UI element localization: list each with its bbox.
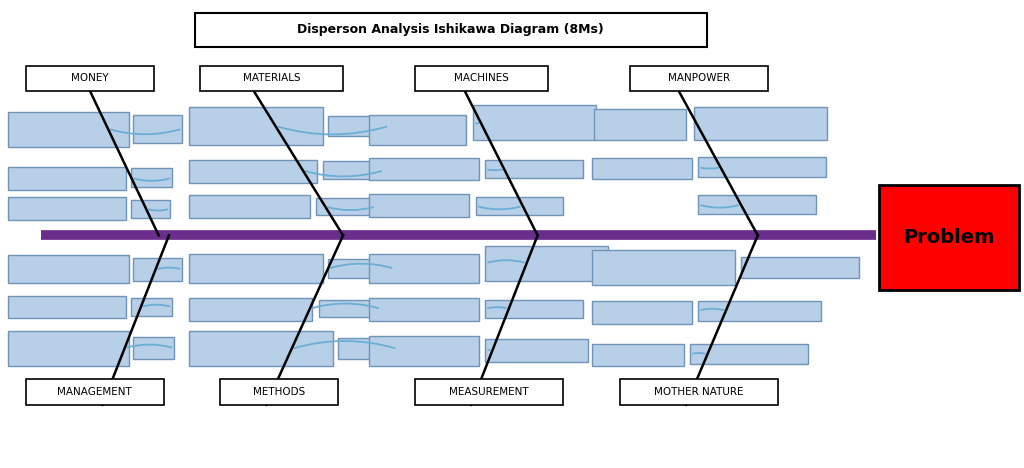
Bar [26,379,164,405]
Text: Problem: Problem [903,228,994,247]
Bar [476,197,563,215]
Bar [630,66,768,91]
Bar [8,296,126,318]
Bar [369,336,479,366]
Bar [328,116,389,136]
Bar [189,298,312,321]
Text: MONEY: MONEY [71,73,109,83]
Bar [415,66,548,91]
Bar [620,379,778,405]
Text: MOTHER NATURE: MOTHER NATURE [654,387,743,397]
Bar [189,107,323,145]
Bar [369,254,479,283]
Text: MATERIALS: MATERIALS [243,73,300,83]
Text: MACHINES: MACHINES [454,73,509,83]
Text: MEASUREMENT: MEASUREMENT [450,387,528,397]
Bar [338,338,397,359]
Text: MANPOWER: MANPOWER [668,73,730,83]
Bar [485,160,583,178]
Bar [323,161,384,179]
Bar [594,109,686,140]
Bar [369,194,469,217]
Bar [369,158,479,180]
Bar [200,66,343,91]
Bar [592,301,692,324]
Bar [316,198,376,215]
Bar [328,259,394,278]
Bar [690,344,808,364]
Bar [485,246,608,281]
Bar [592,250,735,285]
Bar [133,258,182,281]
Bar [369,298,479,321]
Bar [8,167,126,190]
Bar [8,255,129,283]
Bar [8,197,126,220]
Text: MANAGEMENT: MANAGEMENT [57,387,132,397]
Text: METHODS: METHODS [253,387,305,397]
Bar [473,105,596,140]
Text: Disperson Analysis Ishikawa Diagram (8Ms): Disperson Analysis Ishikawa Diagram (8Ms… [297,23,604,37]
Bar [220,379,338,405]
Bar [131,168,172,187]
Bar [694,107,827,140]
Bar [133,115,182,143]
Bar [189,195,310,218]
Bar [369,115,466,145]
Bar [189,254,323,283]
Bar [698,195,816,214]
Bar [319,300,381,317]
Bar [415,379,563,405]
Bar [485,339,588,362]
Bar [189,331,333,366]
Bar [189,160,317,183]
Bar [8,112,129,147]
Bar [879,185,1019,290]
Bar [698,301,821,321]
Bar [195,13,707,47]
Bar [26,66,154,91]
Bar [131,200,170,218]
Bar [592,158,692,179]
Bar [8,331,129,366]
Bar [592,344,684,366]
Bar [133,337,174,359]
Bar [131,298,172,316]
Bar [698,157,826,177]
Bar [741,257,859,278]
Bar [485,300,583,318]
